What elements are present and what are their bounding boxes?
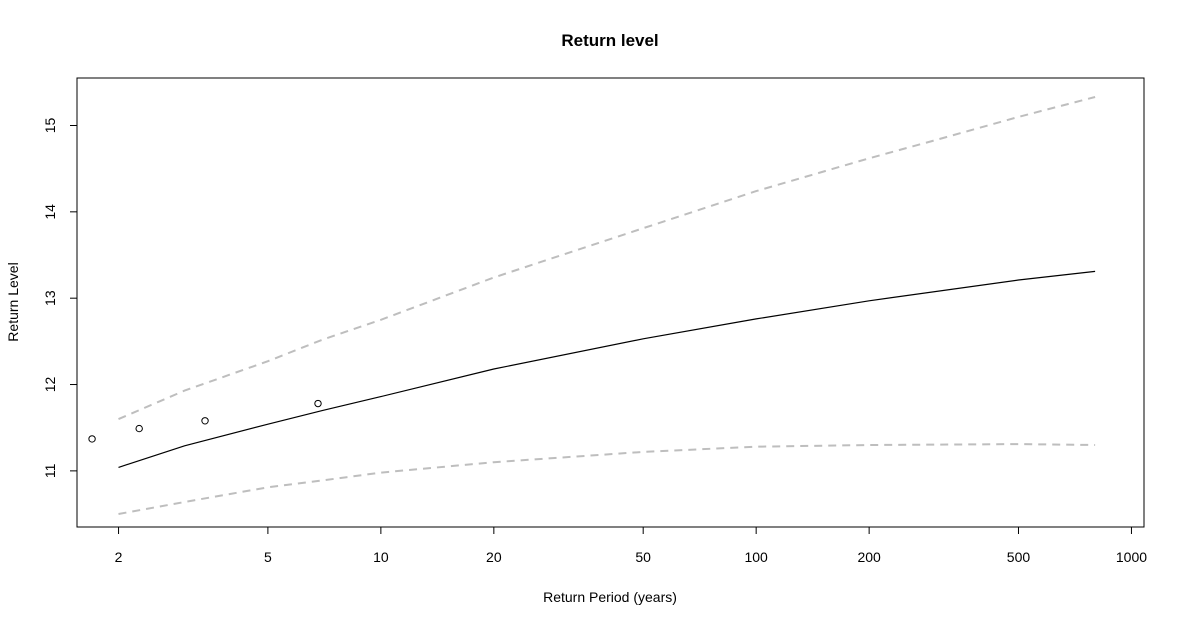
- x-tick-label: 5: [264, 549, 272, 565]
- x-tick-label: 50: [635, 549, 651, 565]
- y-tick-label: 11: [42, 463, 58, 478]
- y-tick-label: 13: [42, 290, 58, 306]
- lower-confidence-line: [118, 443, 1096, 515]
- x-axis-label: Return Period (years): [543, 589, 677, 605]
- upper-confidence-line: [118, 96, 1096, 421]
- plot-frame: [76, 77, 1145, 528]
- x-tick-label: 500: [1007, 549, 1031, 565]
- x-axis: 2 5 10 20 50 100 200 500 1000: [115, 526, 1147, 565]
- x-tick-label: 20: [486, 549, 502, 565]
- x-tick-label: 100: [744, 549, 768, 565]
- y-tick-label: 15: [42, 117, 58, 133]
- x-tick-label: 2: [115, 549, 123, 565]
- chart-title: Return level: [561, 31, 658, 50]
- y-tick-label: 14: [42, 204, 58, 220]
- y-tick-label: 12: [42, 377, 58, 393]
- y-axis: 11 12 13 14 15: [42, 117, 78, 478]
- observed-point: [201, 417, 209, 425]
- x-tick-label: 1000: [1116, 549, 1147, 565]
- observed-point: [88, 435, 96, 443]
- return-level-line: [118, 270, 1096, 468]
- observed-point: [314, 399, 322, 408]
- y-axis-label: Return Level: [5, 262, 21, 341]
- plot-area: [88, 96, 1096, 515]
- observed-point: [135, 424, 143, 433]
- x-tick-label: 200: [857, 549, 881, 565]
- x-tick-label: 10: [373, 549, 389, 565]
